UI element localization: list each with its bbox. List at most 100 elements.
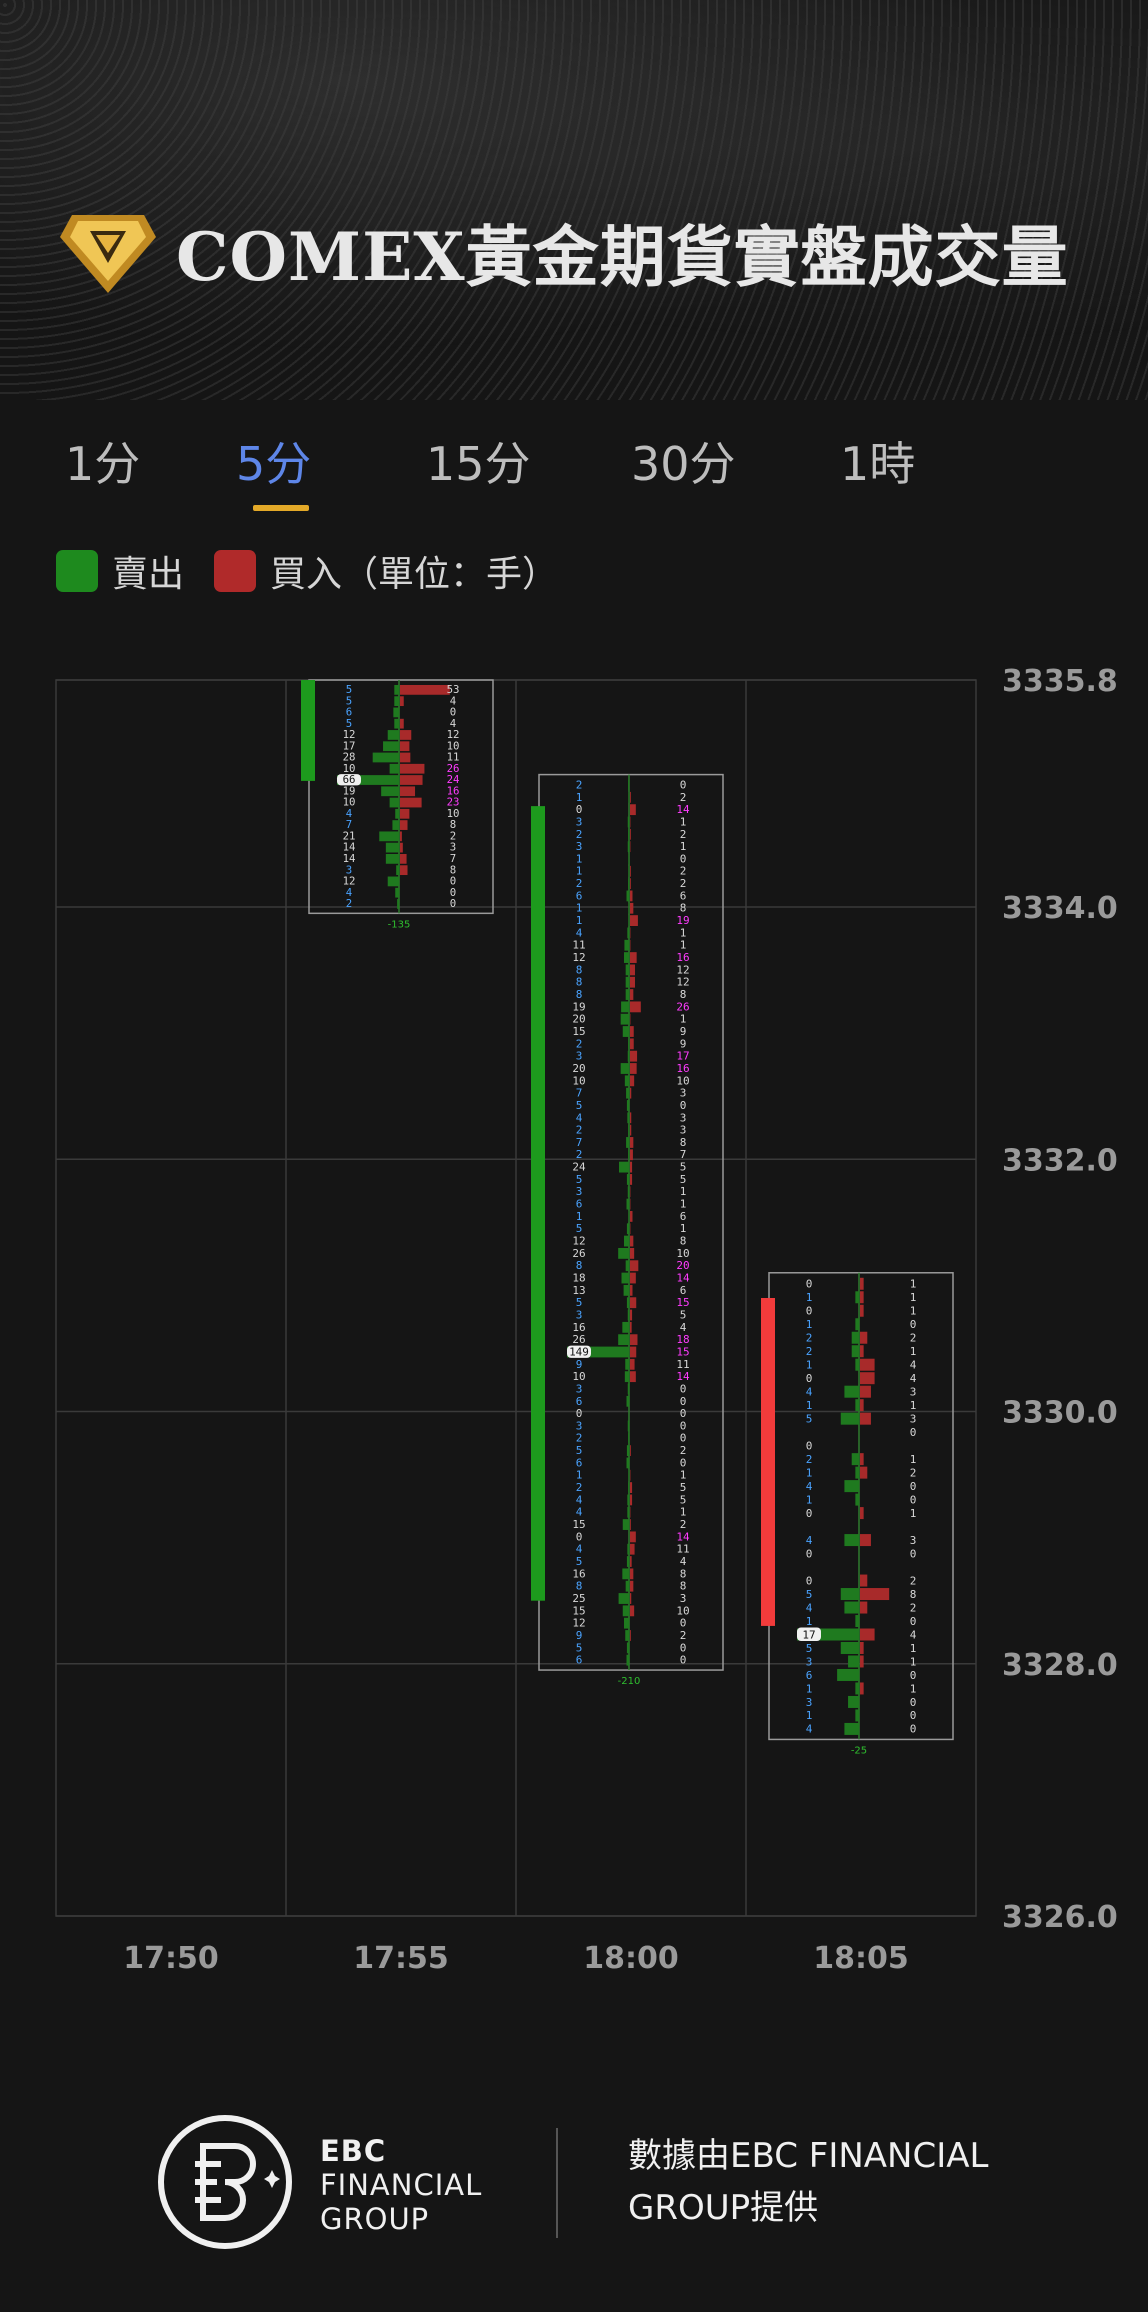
buy-volume-label: 0 bbox=[910, 1723, 917, 1736]
sell-volume-bar bbox=[628, 828, 629, 840]
buy-volume-label: 3 bbox=[450, 841, 456, 854]
buy-volume-bar bbox=[860, 1628, 875, 1641]
buy-volume-label: 19 bbox=[676, 914, 689, 927]
sell-volume-label: 1 bbox=[806, 1709, 813, 1722]
buy-volume-label: 2 bbox=[680, 1444, 687, 1457]
sell-volume-label: 19 bbox=[343, 784, 356, 797]
sell-volume-label: 4 bbox=[576, 1506, 583, 1519]
sell-volume-label: 2 bbox=[576, 877, 583, 890]
buy-volume-label: 1 bbox=[680, 926, 687, 939]
buy-volume-bar bbox=[630, 1630, 631, 1641]
sell-volume-label: 12 bbox=[572, 1617, 585, 1630]
sell-volume-label: 8 bbox=[576, 988, 583, 1001]
buy-volume-label: 0 bbox=[910, 1615, 917, 1628]
buy-volume-bar bbox=[630, 1272, 636, 1284]
sell-volume-label: 2 bbox=[346, 897, 352, 910]
buy-volume-bar bbox=[630, 890, 633, 902]
buy-volume-label: 2 bbox=[910, 1601, 917, 1614]
legend-unit-note: （單位：手） bbox=[342, 554, 559, 595]
sell-volume-label: 7 bbox=[576, 1136, 583, 1149]
buy-volume-bar bbox=[630, 1137, 634, 1148]
footprint-box bbox=[308, 679, 494, 915]
buy-volume-bar bbox=[630, 1174, 633, 1185]
sell-volume-bar bbox=[855, 1399, 859, 1412]
buy-volume-label: 5 bbox=[680, 1308, 687, 1321]
sell-volume-bar bbox=[618, 1593, 629, 1604]
buy-volume-bar bbox=[630, 915, 638, 927]
buy-volume-bar bbox=[860, 1412, 871, 1425]
tab-30min[interactable]: 30分 bbox=[631, 437, 736, 491]
footprint-bar: 2 01 20 143 12 23 11 01 22 26 61 81 194 111 112 168 128 1… bbox=[531, 773, 724, 1687]
sell-volume-label: 0 bbox=[806, 1547, 813, 1560]
buy-volume-label: 1 bbox=[680, 1013, 687, 1026]
sell-volume-label: 1 bbox=[576, 914, 583, 927]
buy-volume-label: 0 bbox=[680, 778, 687, 791]
buy-volume-bar bbox=[630, 828, 631, 840]
sell-volume-bar bbox=[628, 779, 629, 791]
tab-1min[interactable]: 1分 bbox=[65, 437, 141, 491]
buy-volume-bar bbox=[630, 1026, 634, 1037]
sell-volume-bar bbox=[628, 878, 629, 890]
buy-volume-label: 0 bbox=[450, 897, 456, 910]
poc-highlight bbox=[567, 1345, 591, 1358]
sell-volume-bar bbox=[385, 842, 399, 853]
sell-volume-label: 4 bbox=[576, 926, 583, 939]
sell-volume-bar bbox=[622, 1519, 629, 1530]
sell-volume-label: 2 bbox=[576, 1432, 583, 1445]
buy-volume-bar bbox=[400, 786, 416, 797]
x-tick-label: 17:55 bbox=[353, 1941, 449, 1976]
sell-volume-bar bbox=[840, 1412, 859, 1425]
buy-volume-label: 1 bbox=[910, 1507, 917, 1520]
sell-volume-bar bbox=[626, 1457, 629, 1469]
sell-volume-label: 15 bbox=[572, 1518, 585, 1531]
sell-volume-bar bbox=[337, 775, 399, 785]
sell-volume-label: 9 bbox=[576, 1358, 583, 1371]
sell-volume-bar bbox=[618, 1334, 629, 1346]
sell-volume-bar bbox=[627, 1309, 629, 1321]
buy-volume-label: 23 bbox=[447, 796, 460, 809]
buy-volume-bar bbox=[860, 1601, 868, 1614]
buy-volume-label: 6 bbox=[680, 1210, 687, 1223]
sell-volume-label: 28 bbox=[343, 751, 356, 764]
sell-volume-label: 10 bbox=[343, 762, 356, 775]
sell-volume-label: 10 bbox=[572, 1370, 585, 1383]
buy-volume-bar bbox=[630, 1580, 634, 1592]
tab-1hour[interactable]: 1時 bbox=[840, 437, 916, 491]
buy-volume-label: 0 bbox=[680, 1382, 687, 1395]
sell-volume-bar bbox=[855, 1291, 859, 1304]
sell-volume-bar bbox=[626, 1137, 629, 1148]
sell-volume-bar bbox=[855, 1709, 859, 1722]
sell-volume-bar bbox=[855, 1466, 859, 1479]
buy-volume-label: 16 bbox=[676, 1062, 689, 1075]
y-tick-label: 3334.0 bbox=[1002, 891, 1118, 926]
y-tick-label: 3330.0 bbox=[1002, 1396, 1118, 1431]
brand-line-3: GROUP bbox=[320, 2202, 430, 2236]
source-line-1: 數據由EBC FINANCIAL bbox=[628, 2136, 989, 2176]
buy-volume-label: 1 bbox=[680, 840, 687, 853]
sell-volume-bar bbox=[627, 816, 629, 828]
sell-volume-label: 4 bbox=[576, 1543, 583, 1556]
buy-volume-label: 0 bbox=[680, 1641, 687, 1654]
sell-volume-bar bbox=[622, 1026, 629, 1037]
tab-5min[interactable]: 5分 bbox=[236, 437, 312, 491]
buy-volume-label: 1 bbox=[910, 1642, 917, 1655]
buy-volume-bar bbox=[400, 797, 422, 808]
sell-volume-bar bbox=[395, 887, 399, 898]
buy-volume-bar bbox=[630, 1494, 633, 1506]
buy-volume-bar bbox=[630, 1260, 639, 1272]
buy-volume-bar bbox=[630, 878, 631, 890]
sell-volume-bar bbox=[627, 1112, 629, 1124]
brand-line-2: FINANCIAL bbox=[320, 2168, 483, 2202]
sell-volume-label: 6 bbox=[576, 1654, 583, 1667]
tab-15min[interactable]: 15分 bbox=[426, 437, 531, 491]
y-tick-label: 3328.0 bbox=[1002, 1648, 1118, 1683]
sell-volume-bar bbox=[627, 841, 629, 853]
buy-volume-label: 1 bbox=[680, 1222, 687, 1235]
buy-volume-label: 2 bbox=[680, 791, 687, 804]
ebc-logo-icon bbox=[158, 2115, 292, 2249]
buy-volume-bar bbox=[400, 718, 404, 729]
buy-volume-label: 4 bbox=[910, 1372, 917, 1385]
sell-volume-bar bbox=[840, 1588, 859, 1601]
buy-volume-bar bbox=[630, 1001, 641, 1013]
buy-volume-label: 8 bbox=[680, 902, 687, 915]
